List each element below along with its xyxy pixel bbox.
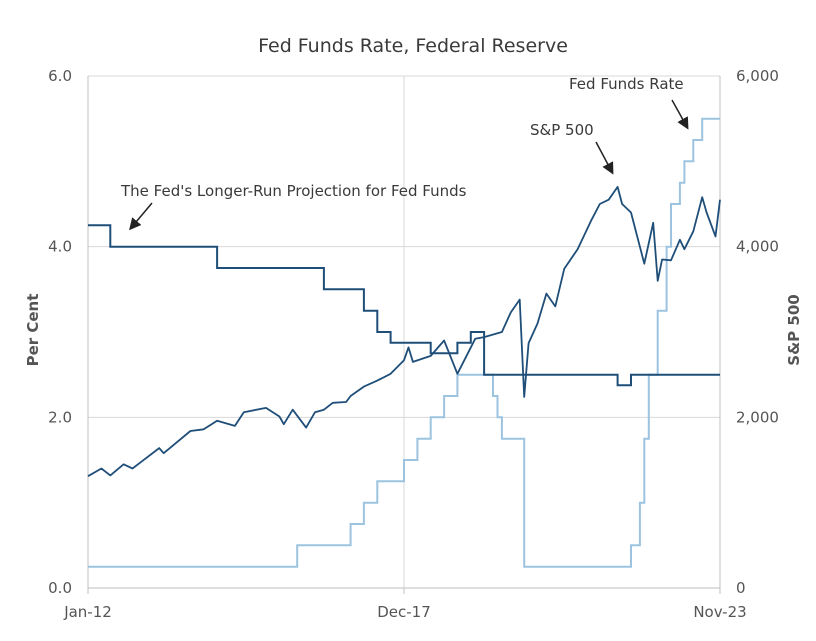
annotation-projection: The Fed's Longer-Run Projection for Fed … [120, 182, 467, 231]
x-tick-label: Jan-12 [63, 603, 112, 621]
y2-tick-label: 0 [736, 579, 746, 597]
y2-tick-label: 6,000 [736, 67, 779, 85]
y2-axis-title: S&P 500 [785, 294, 803, 365]
y2-tick-label: 4,000 [736, 238, 779, 256]
chart-title: Fed Funds Rate, Federal Reserve [258, 35, 568, 57]
annotation-fed-funds-label: Fed Funds Rate [569, 75, 684, 93]
y-tick-label: 4.0 [48, 238, 72, 256]
annotation-projection-arrow [129, 202, 153, 231]
y2-tick-label: 2,000 [736, 408, 779, 426]
x-tick-label: Dec-17 [377, 603, 431, 621]
y-axis-title: Per Cent [24, 294, 42, 367]
axes [87, 76, 721, 594]
grid [88, 75, 720, 589]
y-tick-label: 0.0 [48, 579, 72, 597]
x-tick-label: Nov-23 [693, 603, 746, 621]
annotation-sp500-arrow [595, 141, 614, 175]
annotation-sp500: S&P 500 [530, 121, 614, 175]
tick-labels: 0.0 2.0 4.0 6.0 0 2,000 4,000 6,000 Jan-12 Dec-17… [48, 67, 779, 621]
annotation-sp500-label: S&P 500 [530, 121, 594, 139]
annotation-fed-funds-arrow [671, 99, 689, 130]
series-line-sp500 [87, 186, 721, 477]
y-tick-label: 2.0 [48, 408, 72, 426]
annotation-fed-funds: Fed Funds Rate [569, 75, 689, 130]
series-line-fed_funds [88, 117, 720, 568]
series-line-projection [88, 224, 720, 387]
series-lines [87, 117, 721, 568]
y-tick-label: 6.0 [48, 67, 72, 85]
annotation-projection-label: The Fed's Longer-Run Projection for Fed … [120, 182, 467, 200]
